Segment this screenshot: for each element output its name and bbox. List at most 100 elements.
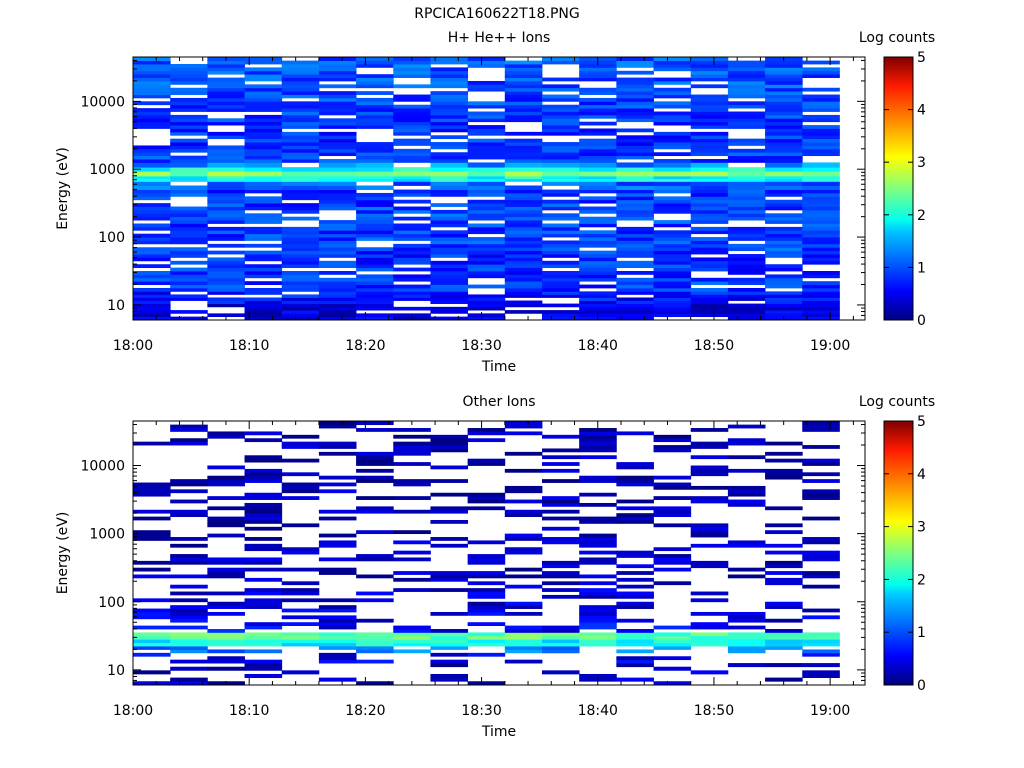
heatmap-cell (653, 438, 692, 443)
heatmap-cell (504, 257, 543, 262)
heatmap-cell (207, 284, 245, 289)
heatmap-cell (690, 175, 729, 180)
heatmap-cell (653, 199, 692, 204)
heatmap-cell (765, 233, 803, 238)
heatmap-cell (802, 181, 840, 186)
heatmap-cell (579, 181, 617, 186)
heatmap-cell (430, 80, 469, 85)
heatmap-cell (579, 271, 617, 275)
heatmap-cell (616, 199, 654, 204)
heatmap-cell (802, 274, 840, 279)
heatmap-cell (207, 91, 245, 95)
heatmap-cell (170, 167, 208, 172)
heatmap-cell (430, 260, 469, 265)
heatmap-cell (727, 104, 766, 109)
heatmap-cell (802, 87, 840, 92)
heatmap-cell (541, 313, 580, 318)
heatmap-cell (690, 465, 729, 470)
heatmap-cell (765, 131, 803, 136)
heatmap-cell (541, 254, 580, 258)
heatmap-cell (356, 178, 394, 182)
heatmap-cell (318, 618, 357, 623)
heatmap-cell (690, 114, 729, 119)
heatmap-cell (393, 84, 431, 89)
heatmap-cell (281, 216, 320, 221)
heatmap-cell (653, 547, 692, 552)
heatmap-cell (802, 162, 840, 168)
heatmap-cell (653, 230, 692, 235)
heatmap-cell (170, 281, 208, 285)
heatmap-cell (170, 424, 208, 429)
heatmap-cell (170, 297, 208, 301)
heatmap-cell (579, 297, 617, 301)
heatmap-cell (802, 145, 840, 150)
heatmap-cell (467, 431, 506, 436)
heatmap-cell (133, 485, 171, 490)
heatmap-cell (430, 588, 469, 592)
heatmap-cell (579, 77, 617, 82)
heatmap-cell (690, 264, 729, 269)
heatmap-cell (430, 220, 469, 224)
heatmap-cell (244, 94, 283, 99)
chart-panel-2: 18:00 18:10 18:20 18:30 18:40 18:50 19:0010100… (55, 394, 935, 740)
heatmap-cell (541, 564, 580, 569)
heatmap-cell (690, 70, 729, 75)
heatmap-cell (579, 264, 617, 269)
heatmap-cell (393, 192, 431, 197)
heatmap-cell (356, 91, 394, 95)
heatmap-cell (541, 479, 580, 483)
heatmap-cell (690, 441, 729, 446)
heatmap-cell (467, 458, 506, 463)
heatmap-cell (244, 520, 283, 524)
heatmap-cell (802, 615, 840, 620)
heatmap-cell (616, 629, 654, 633)
heatmap-cell (765, 605, 803, 609)
heatmap-cell (356, 142, 394, 146)
heatmap-cell (690, 77, 729, 82)
heatmap-cell (281, 445, 320, 449)
heatmap-cell (393, 434, 431, 439)
heatmap-cell (170, 77, 208, 82)
heatmap-cell (690, 306, 729, 311)
heatmap-cell (504, 294, 543, 298)
heatmap-cell (727, 625, 766, 630)
heatmap-cell (467, 428, 506, 432)
heatmap-cell (207, 206, 245, 211)
heatmap-cell (504, 513, 543, 517)
heatmap-cell (467, 492, 506, 497)
heatmap-cell (170, 97, 208, 102)
heatmap-cell (765, 104, 803, 109)
heatmap-cell (579, 138, 617, 143)
heatmap-cell (318, 557, 357, 562)
heatmap-cell (765, 226, 803, 231)
heatmap-cell (541, 639, 580, 644)
heatmap-cell (467, 574, 506, 579)
heatmap-cell (393, 625, 431, 630)
heatmap-cell (616, 506, 654, 511)
heatmap-cell (616, 254, 654, 258)
heatmap-cell (690, 185, 729, 190)
heatmap-cell (467, 209, 506, 214)
heatmap-cell (356, 530, 394, 535)
heatmap-cell (133, 196, 171, 201)
heatmap-cell (318, 135, 357, 140)
heatmap-cell (318, 74, 357, 78)
heatmap-cell (541, 540, 580, 545)
heatmap-cell (616, 564, 654, 569)
heatmap-cell (393, 445, 431, 449)
heatmap-cell (765, 530, 803, 535)
heatmap-cell (207, 60, 245, 65)
y-tick-label: 10000 (80, 94, 125, 110)
heatmap-cell (504, 148, 543, 153)
heatmap-cell (541, 560, 580, 565)
colorbar-tick-label: 5 (917, 414, 926, 430)
heatmap-cell (653, 306, 692, 311)
heatmap-cells (133, 57, 840, 321)
x-tick-label: 19:00 (810, 338, 850, 354)
heatmap-cell (765, 181, 803, 186)
heatmap-cell (802, 271, 840, 275)
heatmap-cell (504, 152, 543, 157)
heatmap-cell (467, 632, 506, 637)
heatmap-cell (356, 125, 394, 129)
heatmap-cell (616, 287, 654, 292)
